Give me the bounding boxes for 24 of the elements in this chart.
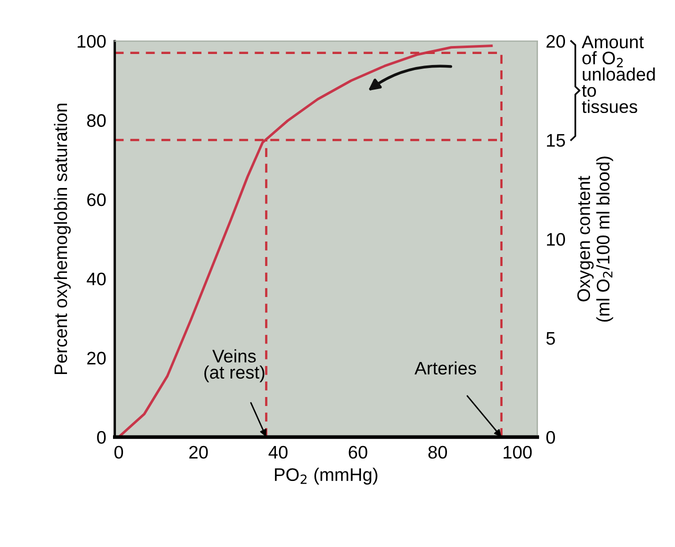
x-tick-label: 40 — [268, 446, 288, 459]
text: Amount of O$_{2}$ unloaded to tissues — [582, 36, 655, 114]
y-axis-title: Percent oxyhemoglobin saturation — [54, 104, 71, 374]
y-tick-label: 80 — [87, 114, 106, 127]
y2-axis-title: Oxygen content (ml O$_{2}$/100 ml blood) — [577, 156, 614, 322]
y2-tick-label: 20 — [546, 34, 566, 48]
y-tick-label: 20 — [87, 352, 106, 365]
x-tick-label: 80 — [428, 446, 447, 459]
x-tick-label: 0 — [114, 446, 124, 459]
y2-tick-label: 0 — [546, 430, 555, 444]
y2-tick-label: 5 — [546, 332, 555, 345]
y-tick-label: 60 — [87, 193, 106, 206]
line-series — [117, 44, 493, 438]
x-tick-label: 20 — [189, 446, 208, 459]
y-tick-label: 100 — [78, 34, 106, 48]
x-tick-label: 100 — [504, 446, 532, 459]
x-axis-title: PO$_{2}$ (mmHg) — [274, 468, 378, 485]
x-tick-label: 60 — [348, 446, 368, 459]
y-tick-label: 0 — [97, 430, 106, 444]
y-tick-label: 40 — [86, 272, 106, 286]
annotation: Veins (at rest) — [204, 349, 264, 382]
y2-tick-label: 15 — [547, 134, 565, 147]
y2-tick-label: 10 — [547, 232, 566, 246]
annotation: Arteries — [414, 361, 476, 375]
